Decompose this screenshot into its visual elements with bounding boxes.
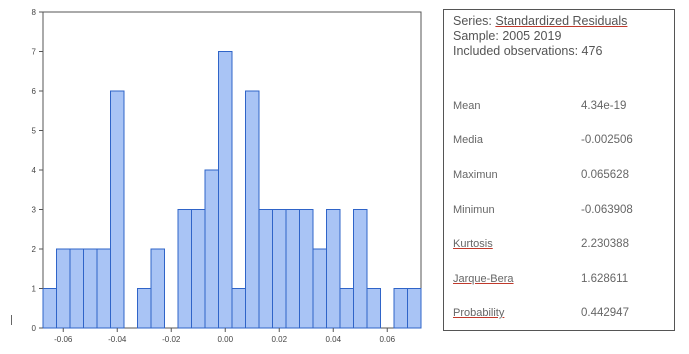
stat-value: 0.442947 <box>581 307 629 319</box>
side-tick-mark <box>11 315 12 325</box>
y-tick-label: 2 <box>32 245 37 254</box>
histogram-bar <box>137 288 152 329</box>
histogram-bar <box>56 248 71 329</box>
stat-row-jarque-bera: Jarque-Bera 1.628611 <box>453 273 668 289</box>
stat-row-maximum: Maximun 0.065628 <box>453 169 668 185</box>
y-tick-label: 5 <box>32 127 37 136</box>
x-tick-label: 0.06 <box>379 335 395 344</box>
series-line: Series: Standardized Residuals <box>453 14 627 29</box>
y-tick-label: 0 <box>32 324 37 333</box>
statistics-panel: Series: Standardized Residuals Sample: 2… <box>443 9 675 331</box>
y-tick-label: 4 <box>32 166 37 175</box>
histogram-chart: 0 1 2 3 4 5 6 7 8 -0.06 -0.04 -0.02 0.00 0.02 0.04 0.06 <box>32 8 422 344</box>
y-tick-label: 6 <box>32 87 37 96</box>
stat-label: Probability <box>453 307 505 319</box>
histogram-bar <box>83 248 98 329</box>
histogram-bar <box>96 248 111 329</box>
histogram-bar <box>258 209 273 329</box>
histogram-bar <box>69 248 84 329</box>
stat-value: -0.002506 <box>581 134 633 146</box>
x-tick-label: -0.04 <box>108 335 127 344</box>
sample-line: Sample: 2005 2019 <box>453 29 562 43</box>
stat-value: 2.230388 <box>581 238 629 250</box>
x-tick-label: 0.02 <box>271 335 287 344</box>
stat-label: Kurtosis <box>453 238 493 250</box>
x-tick-label: 0.00 <box>217 335 233 344</box>
stat-value: 1.628611 <box>581 273 629 285</box>
stat-row-mean: Mean 4.34e-19 <box>453 100 668 116</box>
stat-label: Media <box>453 134 483 146</box>
histogram-bar <box>110 90 125 329</box>
observations-line: Included observations: 476 <box>453 44 603 58</box>
histogram-bar <box>285 209 300 329</box>
stat-value: 0.065628 <box>581 169 629 181</box>
y-tick-label: 1 <box>32 285 37 294</box>
histogram-bar <box>353 209 368 329</box>
histogram-bar <box>150 248 165 329</box>
x-tick-label: -0.02 <box>162 335 181 344</box>
stat-label: Mean <box>453 100 481 112</box>
histogram-bar <box>339 288 354 329</box>
stats-header: Series: Standardized Residuals Sample: 2… <box>453 14 627 59</box>
series-name: Standardized Residuals <box>495 14 628 28</box>
stat-row-probability: Probability 0.442947 <box>453 307 668 323</box>
y-tick-label: 8 <box>32 8 37 17</box>
x-tick-label: -0.06 <box>54 335 73 344</box>
stat-label: Minimun <box>453 204 495 216</box>
stat-row-median: Media -0.002506 <box>453 134 668 150</box>
histogram-bar <box>245 90 260 329</box>
series-label: Series: <box>453 14 492 28</box>
y-tick-label: 3 <box>32 206 37 215</box>
stat-value: -0.063908 <box>581 204 633 216</box>
stat-value: 4.34e-19 <box>581 100 627 112</box>
histogram-bar <box>231 288 246 329</box>
histogram-bar <box>191 209 206 329</box>
stat-label: Maximun <box>453 169 498 181</box>
histogram-bar <box>218 51 233 329</box>
histogram-bar <box>299 209 314 329</box>
histogram-bar <box>272 209 287 329</box>
y-tick-label: 7 <box>32 48 37 57</box>
stat-row-minimum: Minimun -0.063908 <box>453 204 668 220</box>
histogram-bar <box>366 288 381 329</box>
histogram-bar <box>204 169 219 329</box>
x-tick-label: 0.04 <box>325 335 341 344</box>
histogram-bar <box>42 288 57 329</box>
plot-area: 0 1 2 3 4 5 6 7 8 -0.06 -0.04 -0.02 0.00 0.02 0.04 0.06 <box>32 8 422 344</box>
stat-row-kurtosis: Kurtosis 2.230388 <box>453 238 668 254</box>
histogram-bar <box>326 209 341 329</box>
histogram-bar <box>312 248 327 329</box>
histogram-bar <box>407 288 422 329</box>
histogram-bar <box>177 209 192 329</box>
stat-label: Jarque-Bera <box>453 273 514 285</box>
histogram-bar <box>393 288 408 329</box>
